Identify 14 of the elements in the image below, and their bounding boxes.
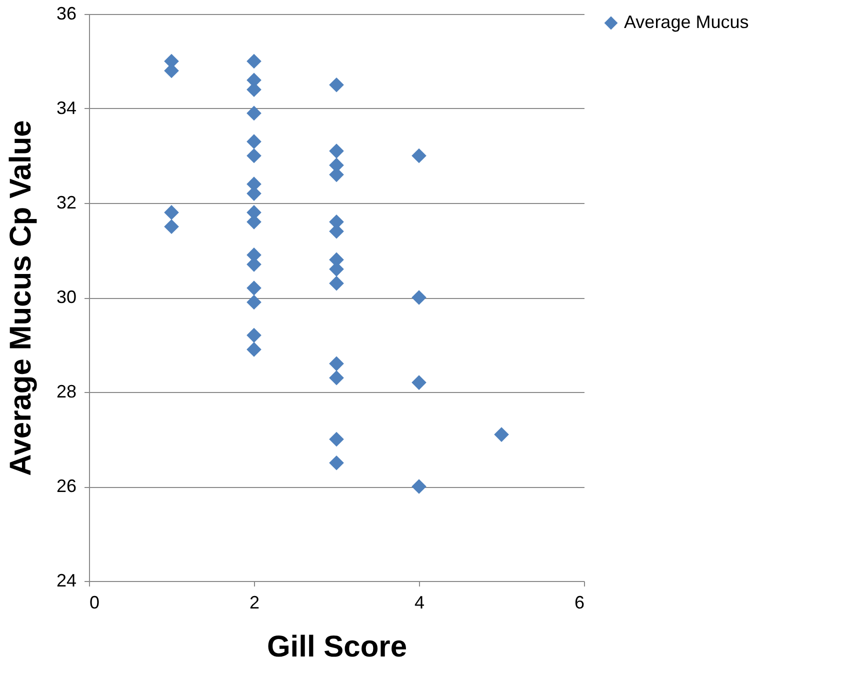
y-tick-label: 34 [56, 98, 76, 118]
y-tick-label: 24 [56, 570, 76, 590]
y-tick-label: 30 [56, 287, 76, 307]
legend-label: Average Mucus [624, 12, 749, 32]
y-tick-label: 32 [56, 192, 76, 212]
x-tick-label: 4 [414, 592, 425, 612]
x-tick-label: 0 [90, 592, 100, 612]
x-axis-title: Gill Score [266, 630, 408, 664]
y-axis-title: Average Mucus Cp Value [4, 120, 38, 476]
x-tick-label: 2 [249, 592, 260, 612]
y-tick-label: 28 [56, 382, 76, 402]
x-tick-label: 6 [574, 592, 584, 612]
y-tick-label: 36 [56, 4, 76, 24]
y-tick-label: 26 [56, 476, 76, 496]
